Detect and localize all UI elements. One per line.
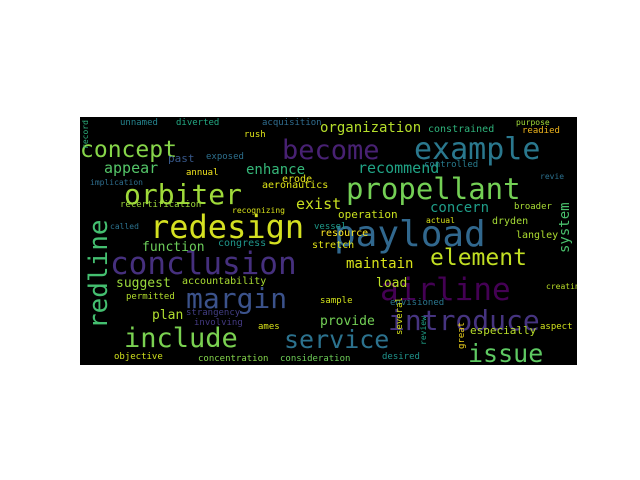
word: concentration (198, 354, 269, 364)
word: redline (84, 219, 114, 329)
word: permitted (126, 292, 175, 302)
word: become (282, 135, 380, 166)
word: aeronautics (262, 180, 329, 191)
word: controlled (424, 160, 479, 170)
word: rush (244, 130, 266, 140)
word: conclusion (110, 246, 297, 282)
word: called (110, 222, 139, 231)
word: sample (320, 296, 353, 306)
word: orbiter (124, 178, 243, 211)
word: several (395, 297, 405, 335)
word: maintain (346, 256, 414, 272)
word: service (284, 325, 390, 354)
word: annual (186, 168, 219, 178)
word: exist (296, 195, 342, 213)
word: envisioned (390, 298, 445, 308)
word: element (430, 245, 527, 271)
word: propellant (346, 172, 521, 206)
word: aspect (540, 322, 573, 332)
word: suggest (116, 276, 171, 291)
word: strangency (186, 308, 241, 318)
word: involving (194, 318, 243, 328)
word: unnamed (120, 118, 158, 128)
word: recognizing (232, 206, 285, 215)
word: margin (186, 282, 288, 315)
word: creating (546, 282, 577, 291)
word: operation (338, 208, 398, 221)
word: purpose (516, 118, 550, 127)
word: congress (218, 238, 267, 249)
word: accountability (182, 276, 267, 287)
word-cloud: conclusion redesign payload propellant e… (80, 117, 577, 365)
word: ames (258, 322, 280, 332)
word: review (419, 316, 428, 345)
word: recertification (120, 200, 202, 210)
word: desired (382, 352, 420, 362)
word: langley (516, 230, 559, 241)
word: record (81, 120, 90, 149)
word: function (142, 240, 205, 255)
word: acquisition (262, 118, 322, 128)
word: load (376, 276, 408, 291)
word: vessel (314, 222, 347, 232)
word: example (414, 132, 541, 167)
word: constrained (428, 124, 495, 135)
word: broader (514, 202, 552, 212)
word: recommend (358, 159, 440, 177)
word: great (457, 321, 467, 349)
word: system (557, 202, 573, 253)
word: airline (380, 272, 511, 308)
word: concern (430, 200, 490, 216)
word: erode (282, 174, 313, 185)
word: revie (540, 172, 565, 181)
word: exposed (206, 152, 244, 162)
word: issue (468, 339, 544, 365)
word: payload (334, 214, 486, 255)
word: dryden (492, 216, 529, 227)
word: consideration (280, 354, 351, 364)
word: readied (522, 126, 560, 136)
word: resource (320, 228, 369, 239)
word: provide (320, 314, 375, 329)
word: plan (152, 308, 184, 323)
word: concept (80, 137, 177, 163)
word: especially (470, 324, 537, 337)
word: implication (90, 178, 143, 187)
word: stretch (312, 240, 355, 251)
word: actual (426, 216, 455, 225)
word: appear (104, 159, 159, 177)
word: past (168, 152, 195, 165)
word: organization (320, 120, 422, 136)
word: objective (114, 352, 163, 362)
word: enhance (246, 162, 306, 178)
word: redesign (150, 208, 305, 246)
word: introduce (388, 304, 540, 337)
word: include (124, 323, 238, 354)
word: diverted (176, 118, 220, 128)
